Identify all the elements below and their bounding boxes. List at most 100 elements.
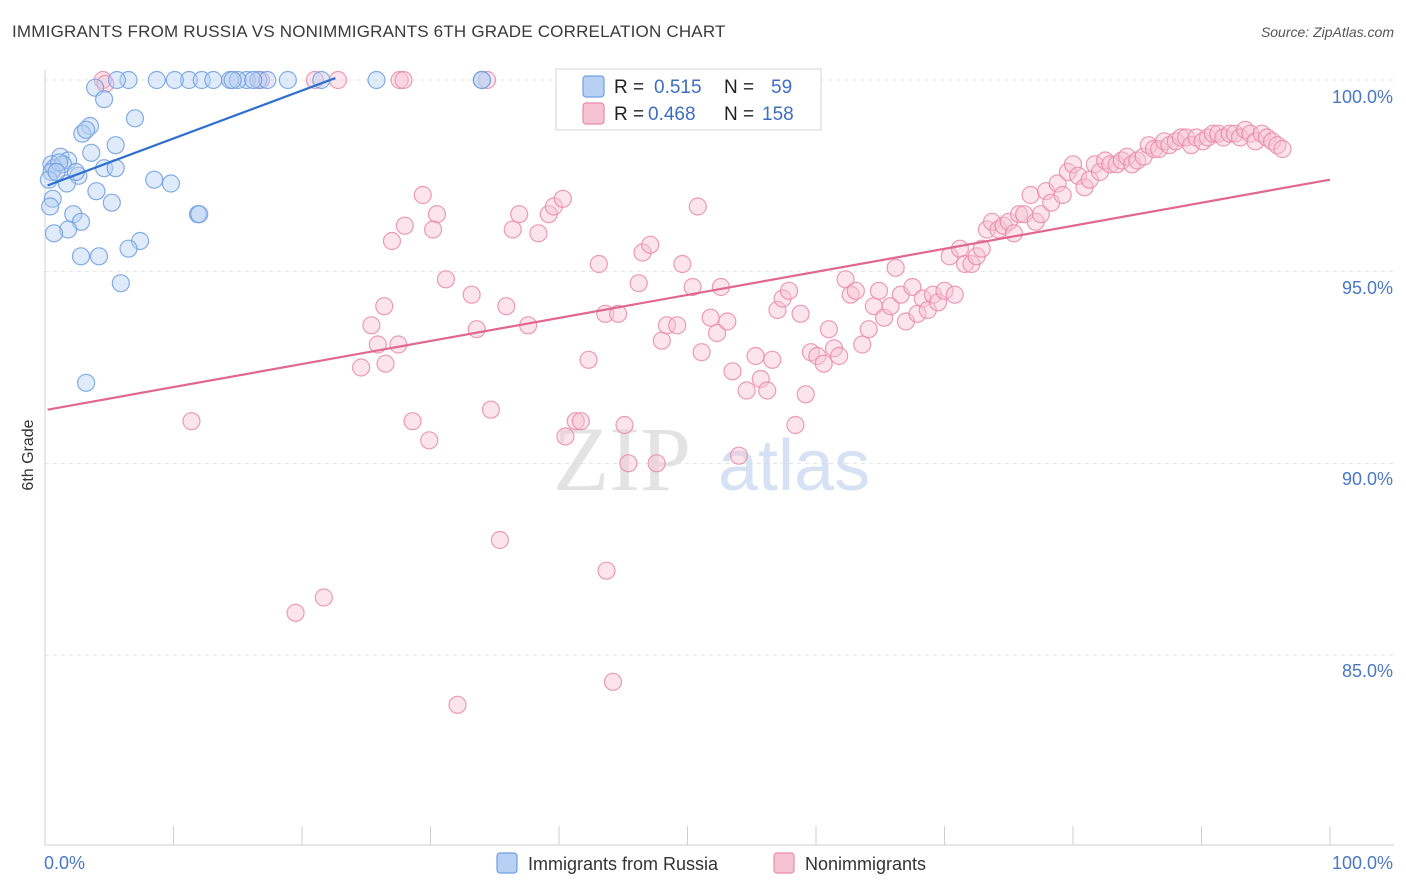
russia-point-13 [223, 70, 242, 90]
y-tick-label-90: 90.0% [1342, 469, 1393, 489]
bottom-legend-swatch-blue [496, 852, 518, 874]
russia-point-53 [77, 373, 96, 392]
nonimmigrants-point-40 [571, 412, 590, 431]
russia-point-9 [258, 70, 277, 90]
nonimmigrants-point-31 [503, 220, 522, 239]
russia-point-14 [278, 70, 297, 90]
nonimmigrants-point-58 [688, 197, 707, 216]
russia-point-52 [111, 274, 130, 293]
nonimmigrants-point-10 [314, 588, 333, 607]
russia-point-12 [244, 70, 263, 90]
nonimmigrants-point-115 [1009, 205, 1029, 224]
nonimmigrants-point-104 [950, 239, 970, 258]
russia-point-58 [77, 120, 96, 139]
nonimmigrants-point-56 [673, 254, 692, 274]
nonimmigrants-point-132 [1101, 155, 1120, 174]
russia-point-41 [41, 197, 60, 216]
legend-n-value-1: 59 [771, 77, 792, 98]
nonimmigrants-point-28 [481, 400, 500, 419]
nonimmigrants-point-41 [579, 350, 598, 369]
russia-point-37 [161, 174, 181, 193]
nonimmigrants-point-39 [566, 412, 585, 431]
nonimmigrants-point-47 [615, 415, 634, 435]
nonimmigrants-point-11 [352, 358, 371, 377]
nonimmigrants-point-74 [786, 415, 805, 435]
nonimmigrants-point-90 [875, 308, 894, 327]
series-legend: Immigrants from Russia Nonimmigrants [496, 852, 926, 874]
nonimmigrants-point-54 [657, 316, 677, 335]
nonimmigrants-point-100 [928, 293, 948, 312]
nonimmigrants-point-64 [723, 362, 742, 381]
nonimmigrants-point-51 [641, 235, 660, 254]
nonimmigrants-point-17 [389, 335, 408, 354]
nonimmigrants-point-52 [647, 454, 666, 473]
nonimmigrants-points [93, 70, 1292, 714]
nonimmigrants-point-32 [510, 205, 529, 224]
russia-point-50 [71, 247, 91, 266]
nonimmigrants-point-63 [718, 312, 737, 331]
immigrants-from-russia-trend-line [47, 77, 336, 187]
legend-r-label-1: R = [614, 77, 644, 98]
nonimmigrants-point-48 [619, 454, 638, 473]
russia-point-20 [125, 109, 145, 128]
nonimmigrants-point-37 [553, 189, 572, 208]
nonimmigrants-point-89 [869, 281, 889, 300]
nonimmigrants-point-5 [390, 70, 409, 90]
russia-point-24 [82, 143, 101, 162]
russia-point-16 [367, 70, 386, 90]
watermark-atlas: atlas [718, 426, 870, 506]
nonimmigrants-point-91 [881, 297, 900, 316]
nonimmigrants-point-67 [746, 346, 765, 366]
nonimmigrants-point-49 [629, 274, 648, 293]
legend-n-label-1: N = [724, 77, 754, 98]
russia-point-51 [89, 247, 109, 266]
nonimmigrants-point-154 [1220, 124, 1239, 143]
russia-point-10 [204, 70, 223, 90]
nonimmigrants-point-16 [382, 231, 402, 251]
nonimmigrants-point-126 [1069, 166, 1088, 185]
nonimmigrants-point-9 [286, 603, 305, 622]
russia-point-47 [44, 224, 64, 243]
watermark-zip: ZIP [553, 408, 691, 510]
immigrants-from-russia-points [39, 70, 491, 392]
nonimmigrants-point-125 [1063, 155, 1083, 174]
y-tick-label-95: 95.0% [1342, 278, 1393, 298]
bottom-legend-label-1: Immigrants from Russia [528, 854, 719, 874]
russia-point-45 [190, 205, 209, 224]
russia-point-3 [179, 70, 199, 90]
russia-point-56 [47, 162, 66, 182]
nonimmigrants-point-70 [763, 350, 782, 369]
nonimmigrants-point-101 [935, 281, 954, 300]
nonimmigrants-point-130 [1090, 162, 1110, 182]
legend-swatch-pink [582, 102, 605, 125]
nonimmigrants-point-19 [403, 412, 422, 431]
nonimmigrants-point-85 [846, 281, 865, 300]
nonimmigrants-point-75 [791, 304, 810, 323]
nonimmigrants-point-46 [609, 304, 628, 323]
nonimmigrants-point-38 [556, 427, 575, 446]
nonimmigrants-point-140 [1144, 139, 1164, 159]
nonimmigrants-point-97 [913, 289, 932, 308]
legend-r-label-2: R = [614, 104, 644, 125]
nonimmigrants-point-20 [413, 185, 432, 205]
bottom-legend-label-2: Nonimmigrants [805, 854, 926, 874]
russia-point-46 [59, 220, 78, 239]
nonimmigrants-point-23 [423, 220, 443, 239]
nonimmigrants-point-92 [886, 258, 905, 277]
nonimmigrants-point-27 [467, 320, 486, 339]
nonimmigrants-point-68 [751, 369, 770, 389]
legend-n-label-2: N = [724, 104, 754, 125]
nonimmigrants-point-1 [96, 74, 115, 93]
x-tick-label-max: 100.0% [1332, 853, 1393, 873]
nonimmigrants-point-24 [436, 270, 456, 289]
nonimmigrants-point-12 [362, 316, 381, 335]
y-tick-labels: 85.0% 90.0% 95.0% 100.0% [1332, 87, 1393, 681]
russia-point-5 [165, 70, 184, 90]
nonimmigrants-point-59 [692, 343, 711, 362]
grid-lines [45, 79, 1394, 656]
nonimmigrants-point-108 [972, 239, 991, 258]
nonimmigrants-trend-line [47, 178, 1331, 411]
nonimmigrants-point-15 [376, 354, 395, 373]
nonimmigrants-point-66 [737, 381, 756, 400]
